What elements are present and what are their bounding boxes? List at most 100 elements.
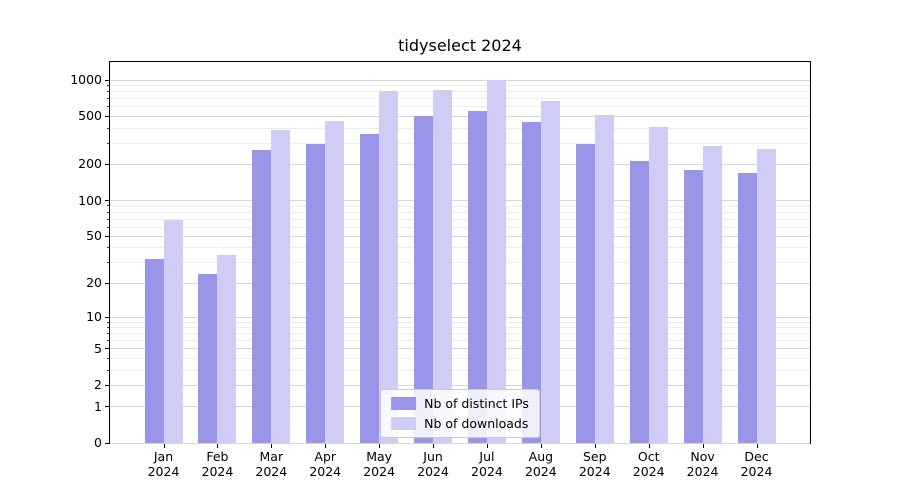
- major-gridline: [110, 200, 810, 202]
- x-tick-mark: [217, 444, 219, 448]
- y-minor-tick-mark: [107, 127, 109, 129]
- legend-label-downloads: Nb of downloads: [424, 416, 529, 431]
- major-gridline: [110, 79, 810, 81]
- y-tick-mark: [105, 406, 109, 408]
- y-minor-tick-mark: [107, 357, 109, 359]
- minor-gridline: [110, 327, 810, 329]
- bar-series1-jun: [433, 89, 453, 443]
- minor-gridline: [110, 218, 810, 220]
- minor-gridline: [110, 262, 810, 264]
- minor-gridline: [110, 205, 810, 207]
- bar-series0-dec: [737, 172, 757, 443]
- minor-gridline: [110, 91, 810, 93]
- y-minor-tick-mark: [107, 211, 109, 213]
- x-tick-mark: [163, 444, 165, 448]
- major-gridline: [110, 115, 810, 117]
- y-minor-tick-mark: [107, 327, 109, 329]
- bar-series1-nov: [702, 145, 722, 443]
- major-gridline: [110, 282, 810, 284]
- bars: [110, 62, 810, 443]
- x-tick-label: Oct 2024: [632, 449, 665, 479]
- x-tick-mark: [648, 444, 650, 448]
- y-tick-label: 100: [78, 192, 102, 208]
- x-tick-mark: [756, 444, 758, 448]
- x-tick-label: Aug 2024: [524, 449, 557, 479]
- y-tick-mark: [105, 163, 109, 165]
- y-minor-tick-mark: [107, 205, 109, 207]
- y-tick-label: 0: [94, 435, 102, 450]
- minor-gridline: [110, 333, 810, 335]
- y-tick-mark: [105, 348, 109, 350]
- bar-series1-oct: [648, 126, 668, 443]
- bar-series0-jun: [414, 116, 434, 443]
- y-tick-mark: [105, 442, 109, 444]
- y-minor-tick-mark: [107, 262, 109, 264]
- bar-series0-mar: [252, 149, 272, 443]
- minor-gridline: [110, 369, 810, 371]
- y-tick-mark: [105, 235, 109, 237]
- major-gridline: [110, 348, 810, 350]
- x-tick-mark: [379, 444, 381, 448]
- bar-series1-feb: [217, 254, 237, 443]
- major-gridline: [110, 384, 810, 386]
- bar-series1-aug: [540, 101, 560, 443]
- x-tick-label: May 2024: [363, 449, 396, 479]
- y-tick-label: 500: [78, 108, 102, 124]
- y-tick-label: 20: [86, 275, 102, 291]
- minor-gridline: [110, 321, 810, 323]
- y-minor-tick-mark: [107, 333, 109, 335]
- minor-gridline: [110, 357, 810, 359]
- y-tick-label: 1: [94, 398, 102, 414]
- y-minor-tick-mark: [107, 106, 109, 108]
- x-tick-mark: [702, 444, 704, 448]
- bar-series0-aug: [521, 121, 541, 443]
- x-tick-label: Jun 2024: [417, 449, 449, 479]
- minor-gridline: [110, 340, 810, 342]
- x-tick-mark: [433, 444, 435, 448]
- x-tick-label: Jul 2024: [471, 449, 503, 479]
- x-tick-mark: [594, 444, 596, 448]
- y-minor-tick-mark: [107, 98, 109, 100]
- bar-series0-may: [360, 133, 380, 443]
- y-minor-tick-mark: [107, 340, 109, 342]
- legend-swatch-downloads: [391, 417, 417, 430]
- bar-series1-jan: [163, 219, 183, 443]
- x-tick-label: Jan 2024: [147, 449, 180, 479]
- y-minor-tick-mark: [107, 218, 109, 220]
- y-minor-tick-mark: [107, 247, 109, 249]
- bar-series0-jan: [144, 259, 164, 443]
- x-tick-mark: [271, 444, 273, 448]
- y-tick-label: 2: [94, 377, 102, 393]
- chart-title: tidyselect 2024: [398, 36, 522, 55]
- x-tick-mark: [540, 444, 542, 448]
- y-tick-mark: [105, 384, 109, 386]
- y-tick-mark: [105, 115, 109, 117]
- minor-gridline: [110, 85, 810, 87]
- y-minor-tick-mark: [107, 226, 109, 228]
- y-tick-label: 50: [86, 228, 102, 244]
- bar-series0-jul: [467, 110, 487, 443]
- x-tick-mark: [486, 444, 488, 448]
- legend: Nb of distinct IPs Nb of downloads: [380, 389, 540, 438]
- x-tick-label: Mar 2024: [255, 449, 288, 479]
- y-tick-mark: [105, 316, 109, 318]
- x-tick-label: Apr 2024: [309, 449, 342, 479]
- bar-series1-apr: [325, 121, 345, 443]
- legend-item-distinct-ips: Nb of distinct IPs: [391, 396, 529, 411]
- y-minor-tick-mark: [107, 91, 109, 93]
- y-minor-tick-mark: [107, 321, 109, 323]
- minor-gridline: [110, 211, 810, 213]
- x-tick-mark: [325, 444, 327, 448]
- x-tick-label: Nov 2024: [686, 449, 719, 479]
- major-gridline: [110, 163, 810, 165]
- x-tick-label: Sep 2024: [578, 449, 611, 479]
- x-tick-label: Feb 2024: [201, 449, 234, 479]
- bar-series1-jul: [486, 80, 506, 443]
- y-tick-label: 200: [78, 156, 102, 172]
- major-gridline: [110, 235, 810, 237]
- bar-series0-nov: [683, 169, 703, 443]
- x-tick-label: Dec 2024: [740, 449, 773, 479]
- plot-area: Nb of distinct IPs Nb of downloads: [109, 61, 811, 444]
- bar-series1-mar: [271, 130, 291, 443]
